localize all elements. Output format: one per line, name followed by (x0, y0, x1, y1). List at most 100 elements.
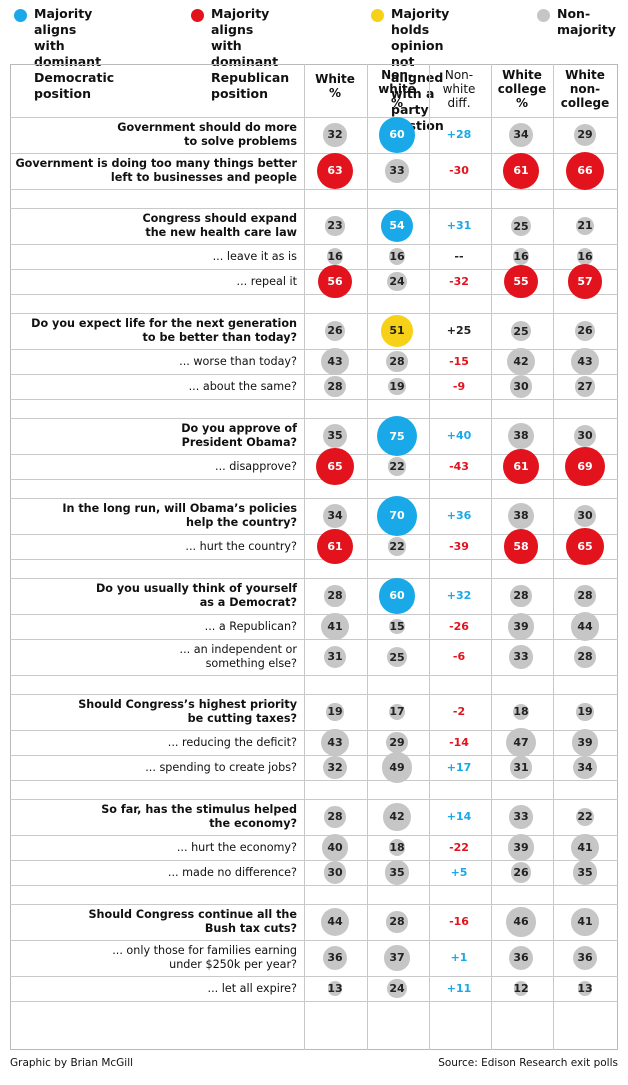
row-divider (10, 349, 618, 350)
bubble-college: 39 (507, 613, 535, 640)
bubble-nonwhite: 22 (387, 457, 407, 476)
bubble-nonwhite: 29 (386, 731, 408, 754)
bubble-college: 34 (509, 123, 533, 147)
legend-nonmajority-dot (537, 9, 550, 22)
bubble-nonwhite: 24 (387, 271, 407, 292)
column-divider (367, 64, 368, 1050)
bubble-college: 30 (509, 375, 533, 398)
legend-republican-dot (191, 9, 204, 22)
diff-value: -15 (449, 354, 469, 368)
bubble-noncollege: 41 (571, 833, 599, 861)
bubble-nonwhite: 60 (379, 117, 415, 153)
bubble-nonwhite: 24 (387, 978, 407, 999)
legend-democratic-dot (14, 9, 27, 22)
row-divider (10, 479, 618, 480)
bubble-college: 25 (511, 216, 531, 236)
row-divider (10, 940, 618, 941)
question-label: ... repeal it (236, 274, 297, 288)
bubble-college: 25 (511, 321, 531, 341)
diff-value: -43 (449, 459, 469, 473)
bubble-college: 33 (509, 805, 533, 829)
diff-value: +36 (446, 509, 472, 522)
row-divider (10, 399, 618, 400)
diff-value: -22 (449, 840, 469, 854)
row-divider (10, 559, 618, 560)
bubble-college: 38 (508, 503, 534, 529)
legend-nonmajority-label: Non- majority (557, 6, 616, 37)
question-label: ... spending to create jobs? (145, 760, 297, 774)
footer-credit: Graphic by Brian McGill (10, 1057, 134, 1069)
bubble-white: 28 (324, 375, 346, 398)
bubble-college: 28 (510, 585, 532, 607)
question-label: Government is doing too many things bett… (15, 157, 297, 184)
bubble-college: 47 (506, 727, 536, 758)
diff-value: +5 (450, 865, 468, 879)
bubble-nonwhite: 51 (381, 315, 413, 347)
column-divider (553, 64, 554, 1050)
bubble-college: 18 (512, 703, 530, 721)
bubble-nonwhite: 19 (388, 377, 406, 396)
bubble-noncollege: 16 (576, 248, 593, 265)
poll-table (10, 64, 618, 1050)
bubble-noncollege: 39 (571, 729, 599, 756)
bubble-nonwhite: 28 (386, 350, 408, 373)
diff-value: +32 (446, 589, 472, 602)
diff-value: +17 (446, 760, 472, 774)
bubble-noncollege: 34 (573, 755, 597, 780)
question-label: ... made no difference? (167, 865, 297, 879)
bubble-white: 34 (323, 504, 347, 528)
diff-value: -32 (449, 274, 469, 288)
question-label: ... only those for families earning unde… (112, 944, 297, 971)
question-label: ... reducing the deficit? (167, 735, 297, 749)
row-divider (10, 694, 618, 695)
bubble-college: 16 (512, 248, 529, 265)
question-label: ... hurt the economy? (176, 840, 297, 854)
question-label: Do you approve of President Obama? (181, 422, 297, 449)
bubble-noncollege: 66 (565, 151, 604, 190)
bubble-nonwhite: 18 (388, 839, 406, 856)
row-divider (10, 534, 618, 535)
diff-value: +25 (446, 324, 472, 337)
bubble-white: 31 (323, 645, 347, 669)
bubble-noncollege: 57 (567, 264, 603, 299)
question-label: Should Congress’s highest priority be cu… (78, 698, 297, 725)
question-label: Government should do more to solve probl… (117, 121, 297, 148)
row-divider (10, 189, 618, 190)
bubble-white: 19 (326, 703, 344, 721)
diff-value: +28 (446, 128, 472, 141)
row-divider (10, 835, 618, 836)
row-divider (10, 153, 618, 154)
bubble-college: 26 (510, 862, 532, 883)
row-divider (10, 498, 618, 499)
row-divider (10, 675, 618, 676)
bubble-white: 63 (316, 152, 354, 190)
question-label: ... leave it as is (212, 249, 297, 263)
row-divider (10, 780, 618, 781)
row-divider (10, 860, 618, 861)
row-divider (10, 755, 618, 756)
bubble-white: 16 (326, 248, 343, 265)
bubble-white: 43 (321, 347, 349, 376)
diff-value: -39 (449, 539, 469, 553)
bubble-nonwhite: 54 (380, 209, 414, 243)
header-white-noncollege: White non- college (560, 68, 610, 110)
bubble-white: 28 (324, 585, 346, 607)
diff-value: +11 (446, 981, 472, 995)
row-divider (10, 578, 618, 579)
bubble-nonwhite: 16 (388, 248, 405, 265)
bubble-college: 58 (503, 529, 539, 564)
question-label: ... an independent or something else? (179, 643, 297, 670)
row-divider (10, 244, 618, 245)
row-divider (10, 614, 618, 615)
bubble-white: 44 (320, 907, 350, 937)
bubble-noncollege: 44 (570, 612, 600, 641)
bubble-college: 55 (504, 264, 538, 299)
diff-value: -26 (449, 619, 469, 633)
bubble-white: 13 (327, 981, 343, 996)
bubble-nonwhite: 17 (388, 703, 406, 721)
diff-value: -- (454, 249, 464, 263)
header-white-college: White college % (497, 68, 547, 110)
bubble-white: 32 (323, 755, 347, 780)
bubble-noncollege: 21 (575, 216, 595, 236)
header-nonwhite-diff: Non- white diff. (442, 68, 476, 110)
